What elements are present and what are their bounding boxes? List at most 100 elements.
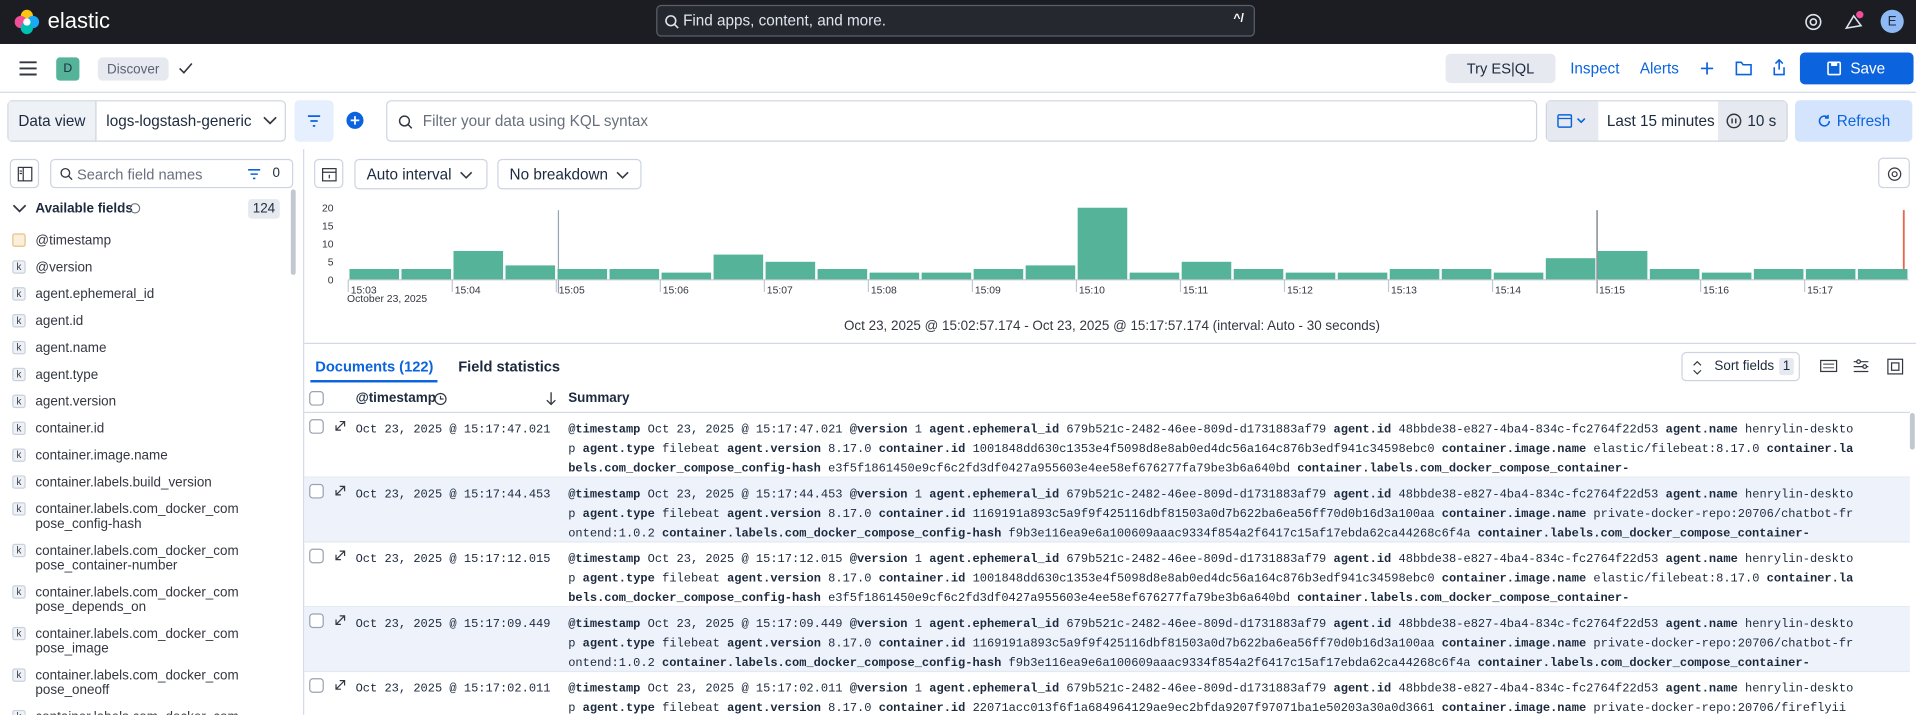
breadcrumb[interactable]: Discover [97, 57, 169, 81]
column-header[interactable]: Summary [568, 391, 630, 406]
toggle-chart[interactable] [314, 158, 344, 189]
global-search[interactable]: Find apps, content, and more. ^/ [656, 4, 1255, 37]
query-input[interactable]: Filter your data using KQL syntax [386, 100, 1538, 142]
shortcut: ^/ [1233, 12, 1244, 26]
field-item[interactable]: k agent.id [0, 308, 288, 335]
time-range[interactable]: Last 15 minutes [1606, 112, 1715, 130]
open-button[interactable] [1735, 60, 1752, 76]
bar [1129, 272, 1180, 280]
share-button[interactable] [1772, 58, 1787, 76]
save-button[interactable]: Save [1799, 52, 1914, 85]
summary-key: @version [849, 422, 908, 437]
summary-value: e3f5f1861450e9cf6c2fd3df0427a955603e4ee5… [828, 591, 1291, 605]
keyword-type-icon: k [12, 543, 26, 558]
field-item[interactable]: k agent.version [0, 389, 288, 416]
chart-options[interactable] [1878, 157, 1910, 189]
select-all-checkbox[interactable] [309, 391, 324, 406]
summary-key: agent.version [727, 507, 821, 521]
field-search[interactable]: Search field names 0 [50, 158, 294, 189]
keyword-type-icon: k [12, 475, 26, 489]
expand-row[interactable] [334, 549, 347, 562]
try-esql-button[interactable]: Try ES|QL [1445, 53, 1556, 84]
field-item[interactable]: @timestamp [0, 227, 288, 254]
expand-row[interactable] [334, 678, 347, 691]
sort-desc-icon[interactable] [545, 391, 557, 406]
news-icon[interactable] [1843, 10, 1867, 32]
data-view-picker[interactable]: Data view logs-logstash-generic [7, 100, 286, 142]
help-icon[interactable] [1804, 12, 1824, 32]
field-item[interactable]: k container.labels.com_docker_compose_one… [0, 662, 288, 704]
summary-value: f9b3e116ea9e6a100609aaac9334f854a2f6417c… [1008, 656, 1471, 670]
table-scrollbar[interactable] [1909, 413, 1915, 450]
summary-key: agent.version [727, 442, 821, 456]
field-item[interactable]: k container.labels.com_docker_compose_con… [0, 538, 288, 580]
summary-key: container.labels.com_docker_compose_conf… [568, 571, 1854, 605]
summary-key: agent.id [1333, 422, 1392, 437]
documents-tab[interactable]: Documents (122) [315, 358, 434, 376]
grid-toolbar-icons[interactable] [1818, 357, 1911, 377]
elastic-logo[interactable] [13, 9, 40, 36]
breakdown-select[interactable]: No breakdown [497, 158, 642, 190]
field-item[interactable]: k agent.name [0, 335, 288, 362]
summary-key: agent.type [582, 442, 655, 456]
space-badge[interactable]: D [56, 57, 80, 81]
date-picker[interactable]: Last 15 minutes 10 s [1545, 100, 1788, 142]
row-checkbox[interactable] [309, 613, 324, 629]
summary-value: henrylin-desktop [568, 681, 1854, 715]
new-button[interactable] [1700, 61, 1715, 76]
column-header[interactable]: @timestamp [355, 391, 436, 406]
row-checkbox[interactable] [309, 483, 324, 499]
interval-select[interactable]: Auto interval [354, 158, 488, 190]
field-item[interactable]: k container.image.name [0, 442, 288, 469]
inspect-link[interactable]: Inspect [1570, 59, 1620, 77]
summary-cell: @timestamp Oct 23, 2025 @ 15:17:12.015 @… [568, 550, 1858, 609]
summary-value: 1001848dd630c1353e4f5098d8e8ab0ed4dc56a1… [972, 571, 1435, 586]
sort-fields-button[interactable]: Sort fields 1 [1681, 351, 1800, 382]
chevron [616, 171, 629, 179]
scrollbar[interactable] [290, 189, 296, 275]
refresh-icon [1818, 114, 1831, 127]
field-name: container.labels.com_docker_compose_depe… [35, 585, 239, 615]
row-checkbox[interactable] [309, 419, 324, 434]
field-item[interactable]: k @version [0, 254, 288, 281]
field-item[interactable]: k container.labels.com_docker_compose_ima… [0, 621, 288, 663]
avatar[interactable]: E [1880, 9, 1904, 33]
filter-button[interactable] [294, 100, 334, 142]
bar [713, 254, 764, 280]
field-item[interactable]: k container.labels.com_docker_compose_con… [0, 496, 288, 538]
field-item[interactable]: k agent.ephemeral_id [0, 281, 288, 308]
field-filter-icon[interactable] [248, 169, 261, 180]
row-checkbox[interactable] [309, 678, 324, 693]
summary-key: agent.ephemeral_id [929, 422, 1060, 437]
unsaved-check [179, 63, 193, 74]
field-item[interactable]: k container.labels.com_docker_comp [0, 704, 288, 715]
summary-key: container.image.name [1441, 442, 1587, 456]
section-chevron[interactable] [12, 204, 27, 214]
refresh-interval[interactable]: 10 s [1718, 101, 1787, 141]
summary-key: agent.version [727, 571, 821, 586]
summary-key: container.labels.com_docker_compose_cont… [1297, 461, 1630, 476]
summary-value: 1 [914, 552, 922, 566]
field-item[interactable]: k container.id [0, 415, 288, 442]
summary-value: private-docker-repo:20706/chatbot-fronte… [568, 636, 1854, 670]
summary-key: agent.id [1333, 617, 1392, 631]
alerts-link[interactable]: Alerts [1639, 59, 1679, 77]
field-item[interactable]: k container.labels.build_version [0, 469, 288, 496]
collapse-sidebar[interactable] [9, 158, 40, 189]
field-item[interactable]: k agent.type [0, 362, 288, 389]
summary-value: 679b521c-2482-46ee-809d-d1731883af79 [1066, 422, 1327, 437]
summary-key: @timestamp [568, 617, 641, 631]
menu-toggle[interactable] [18, 60, 38, 77]
field-name: container.image.name [35, 448, 168, 464]
info-icon[interactable] [129, 203, 141, 214]
field-item[interactable]: k container.labels.com_docker_compose_dep… [0, 579, 288, 621]
refresh-button[interactable]: Refresh [1795, 100, 1913, 142]
add-filter-button[interactable] [346, 111, 364, 129]
quick-menu-button[interactable] [1546, 101, 1599, 141]
row-checkbox[interactable] [309, 548, 324, 564]
expand-row[interactable] [334, 613, 347, 626]
summary-value: 48bbde38-e827-4ba4-834c-fc2764f22d53 [1398, 552, 1659, 566]
expand-row[interactable] [334, 419, 347, 432]
field-statistics-tab[interactable]: Field statistics [458, 358, 561, 376]
expand-row[interactable] [334, 484, 347, 497]
